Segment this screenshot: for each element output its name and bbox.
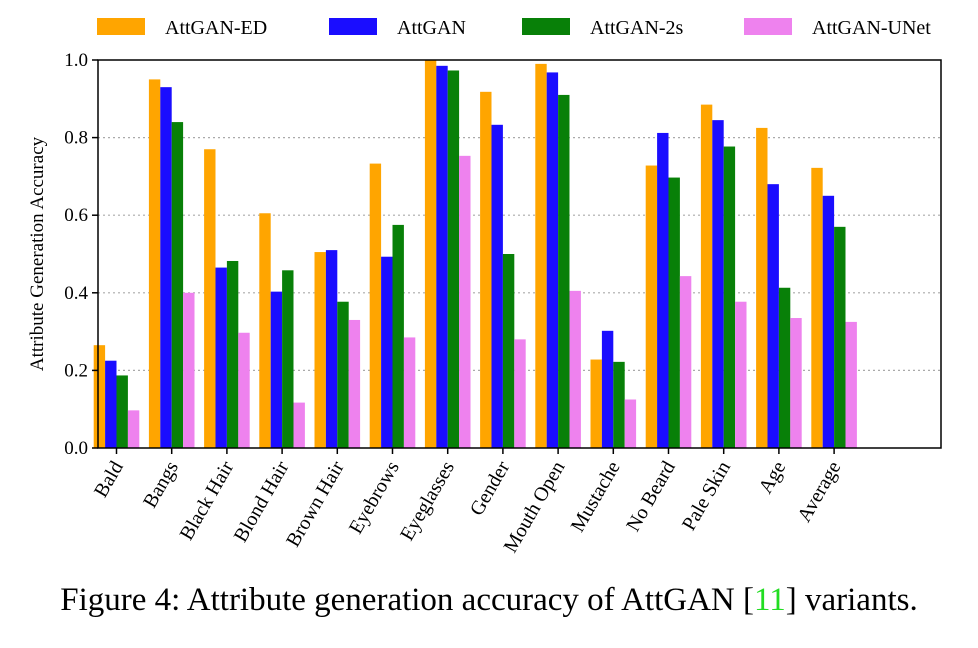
caption-suffix: ] variants. — [785, 582, 918, 618]
bar-attgan-ed-gender — [480, 91, 492, 448]
bar-attgan-unet-mustache — [624, 399, 637, 448]
bar-attgan-2s-black-hair — [226, 260, 239, 448]
x-tick-label: Pale Skin — [678, 458, 735, 535]
legend-label: AttGAN-ED — [165, 17, 267, 39]
bar-attgan-ed-blond-hair — [259, 213, 271, 448]
bar-attgan-2s-eyeglasses — [447, 70, 460, 448]
bar-attgan-unet-black-hair — [238, 332, 250, 448]
bar-attgan-ed-mustache — [590, 359, 602, 448]
bar-attgan-ed-bangs — [148, 79, 161, 449]
x-tick-label: Eyeglasses — [396, 457, 459, 544]
y-tick-label: 0.6 — [64, 205, 88, 226]
bar-attgan-2s-bald — [116, 375, 128, 448]
bar-attgan-2s-average — [834, 226, 846, 448]
bar-attgan-2s-eyebrows — [392, 224, 404, 448]
bar-attgan-unet-mouth-open — [569, 290, 581, 448]
y-axis-label: Attribute Generation Accuracy — [27, 136, 48, 371]
bar-attgan-2s-mustache — [613, 361, 625, 448]
legend: AttGAN-ED AttGAN AttGAN-2s AttGAN-UNet — [97, 17, 931, 39]
x-tick-label: No Beard — [622, 458, 680, 536]
bar-attgan-unet-pale-skin — [735, 301, 747, 448]
legend-swatch — [97, 18, 145, 35]
bar-attgan-ed-brown-hair — [314, 252, 326, 448]
bar-attgan-unet-blond-hair — [293, 402, 305, 448]
bar-attgan-2s-no-beard — [668, 177, 680, 448]
legend-label: AttGAN — [397, 17, 466, 39]
y-axis: 0.0 0.2 0.4 0.6 0.8 1.0 — [64, 50, 98, 459]
bar-attgan-blond-hair — [270, 291, 283, 448]
x-tick-label: Bangs — [139, 457, 183, 511]
bar-attgan-unet-brown-hair — [348, 319, 361, 448]
bar-attgan-ed-mouth-open — [535, 63, 547, 448]
x-tick-label: Mustache — [567, 457, 625, 535]
bar-attgan-unet-age — [790, 318, 802, 448]
figure-caption: Figure 4: Attribute generation accuracy … — [0, 582, 978, 619]
bar-attgan-2s-mouth-open — [558, 94, 570, 449]
bar-attgan-black-hair — [215, 267, 227, 448]
bar-attgan-ed-eyeglasses — [424, 60, 437, 448]
y-tick-label: 1.0 — [64, 50, 88, 71]
y-tick-label: 0.0 — [64, 438, 88, 459]
bar-attgan-unet-bangs — [183, 292, 195, 448]
legend-swatch — [744, 18, 792, 35]
bar-attgan-unet-gender — [514, 339, 526, 448]
caption-prefix: Figure 4: Attribute generation accuracy … — [60, 582, 754, 618]
bar-attgan-age — [767, 184, 779, 448]
bar-attgan-2s-bangs — [171, 122, 184, 448]
bar-attgan-eyebrows — [381, 256, 393, 448]
bar-attgan-bangs — [160, 87, 172, 448]
bar-attgan-unet-eyebrows — [403, 337, 416, 448]
y-tick-label: 0.2 — [64, 360, 88, 381]
x-tick-label: Black Hair — [176, 457, 239, 544]
bar-attgan-ed-no-beard — [645, 165, 658, 449]
bars — [93, 60, 857, 449]
bar-attgan-average — [822, 195, 835, 448]
x-tick-label: Blond Hair — [230, 457, 294, 546]
bar-attgan-2s-pale-skin — [723, 146, 736, 448]
legend-label: AttGAN-UNet — [812, 17, 931, 39]
legend-label: AttGAN-2s — [590, 17, 684, 39]
y-tick-label: 0.8 — [64, 128, 88, 149]
bar-attgan-2s-blond-hair — [282, 270, 294, 448]
bar-attgan-ed-black-hair — [204, 149, 216, 449]
bar-attgan-no-beard — [657, 132, 669, 448]
bar-attgan-pale-skin — [712, 120, 724, 448]
y-tick-label: 0.4 — [64, 283, 88, 304]
bar-attgan-2s-brown-hair — [337, 301, 349, 448]
x-tick-label: Age — [755, 457, 791, 497]
x-tick-label: Gender — [466, 457, 515, 519]
plot-frame — [97, 59, 942, 449]
bar-attgan-unet-eyeglasses — [459, 155, 471, 448]
bar-attgan-unet-average — [845, 321, 857, 448]
bar-attgan-gender — [491, 124, 503, 449]
x-tick-label: Bald — [90, 458, 128, 502]
bar-attgan-ed-pale-skin — [700, 104, 713, 449]
legend-swatch — [329, 18, 377, 35]
bar-attgan-mustache — [601, 330, 614, 448]
bar-attgan-unet-no-beard — [679, 276, 692, 448]
bar-attgan-2s-age — [778, 287, 791, 448]
legend-swatch — [522, 18, 570, 35]
caption-reference-link[interactable]: 11 — [753, 582, 786, 618]
bar-attgan-unet-bald — [127, 410, 140, 448]
bar-attgan-2s-gender — [502, 254, 515, 448]
bar-attgan-ed-eyebrows — [369, 163, 382, 448]
bar-attgan-mouth-open — [546, 72, 559, 449]
bar-attgan-bald — [105, 360, 117, 448]
x-tick-label: Eyebrows — [345, 457, 404, 537]
x-tick-label: Average — [793, 457, 845, 525]
x-tick-label: Brown Hair — [282, 457, 349, 551]
bar-attgan-brown-hair — [325, 250, 338, 448]
bar-attgan-ed-age — [756, 127, 768, 449]
bar-attgan-ed-bald — [93, 345, 106, 448]
bar-attgan-ed-average — [811, 167, 823, 449]
bar-attgan-eyeglasses — [436, 65, 448, 448]
